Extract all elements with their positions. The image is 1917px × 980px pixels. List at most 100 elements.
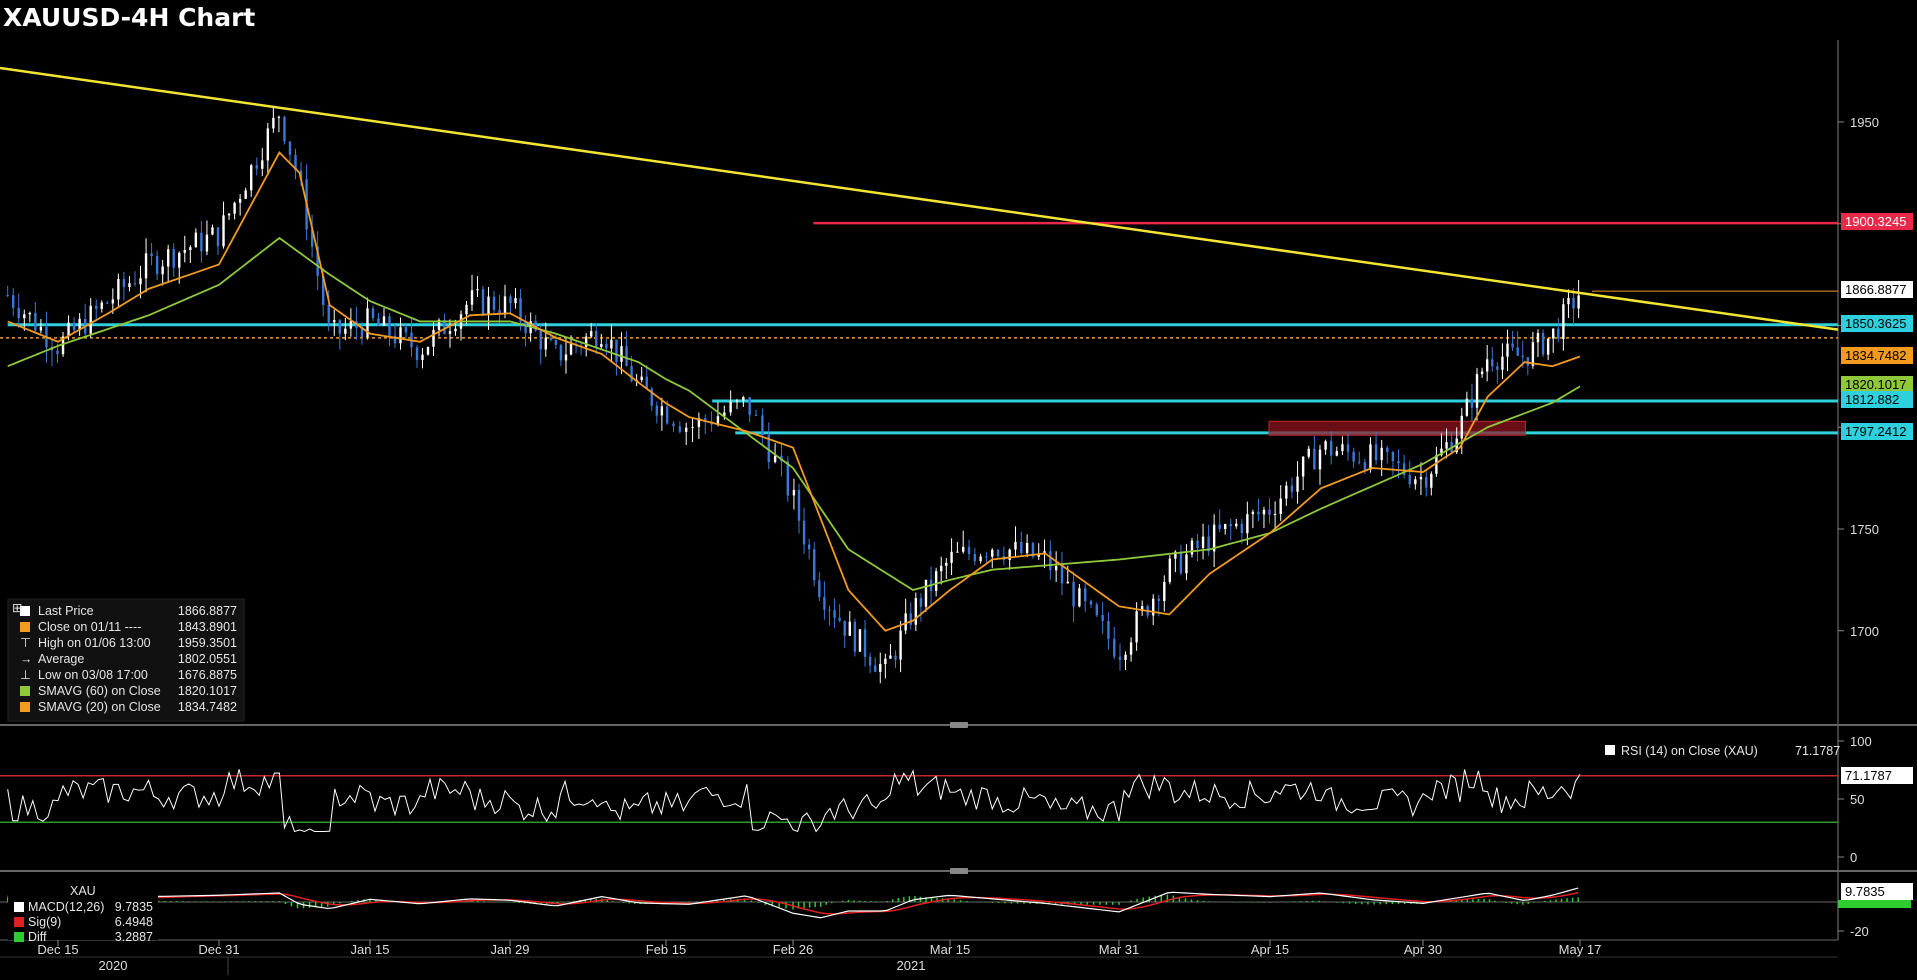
macd-value-tag xyxy=(1841,883,1913,900)
macd-legend-value: 3.2887 xyxy=(115,930,153,944)
candle-body xyxy=(534,321,537,331)
candle-body xyxy=(294,154,297,171)
candle-body xyxy=(139,278,142,285)
rsi-tick-label: 50 xyxy=(1850,792,1864,807)
x-tick-label: Mar 15 xyxy=(930,942,970,957)
candle-body xyxy=(742,396,745,401)
candle-body xyxy=(991,549,994,557)
candle-body xyxy=(1521,355,1524,358)
candle-body xyxy=(189,247,192,250)
candle-body xyxy=(1386,447,1389,453)
candle-body xyxy=(962,546,965,552)
candle-body xyxy=(1251,511,1255,515)
macd-tick-label: -20 xyxy=(1850,924,1869,939)
candle-body xyxy=(1101,615,1104,621)
candle-body xyxy=(660,406,664,416)
price-tag xyxy=(1841,347,1913,364)
candle-body xyxy=(492,296,496,310)
macd-panel: 9.7835 -20 XAU MACD(12,26) 9.7835 Sig(9) 6.494… xyxy=(0,876,1913,944)
panel-resize-handle[interactable] xyxy=(950,722,968,728)
candle-body xyxy=(283,116,286,142)
legend-label: Last Price xyxy=(38,604,94,618)
candle-body xyxy=(1440,448,1443,456)
candle-body xyxy=(813,549,816,581)
candle-body xyxy=(1060,566,1064,584)
candle-body xyxy=(1408,474,1411,485)
macd-legend-label: Diff xyxy=(28,930,47,944)
candle-body xyxy=(388,316,391,336)
legend-value: 1866.8877 xyxy=(178,604,237,618)
candle-body xyxy=(1445,442,1448,449)
candle-body xyxy=(470,290,474,305)
x-tick-label: Feb 15 xyxy=(646,942,686,957)
candle-body xyxy=(1435,455,1438,474)
candle-body xyxy=(1014,541,1017,550)
candle-body xyxy=(34,312,37,331)
y-tick-label: 1950 xyxy=(1850,115,1879,130)
candle-body xyxy=(605,343,608,349)
candle-body xyxy=(956,551,959,553)
candle-body xyxy=(72,322,76,331)
candle-body xyxy=(1536,332,1540,343)
candle-body xyxy=(650,388,653,406)
orange-square-icon xyxy=(20,622,30,632)
x-tick-label: Jan 29 xyxy=(490,942,529,957)
candle-body xyxy=(465,304,468,315)
price-tag-label: 1820.1017 xyxy=(1845,377,1906,392)
candle-body xyxy=(691,426,694,428)
candle-body xyxy=(767,435,770,463)
candle-body xyxy=(1546,338,1550,355)
candle-body xyxy=(133,283,137,285)
macd-legend-swatch xyxy=(14,917,24,927)
candle-body xyxy=(426,346,430,355)
candle-body xyxy=(610,339,613,349)
candle-body xyxy=(95,305,98,309)
candle-body xyxy=(853,621,857,652)
candle-body xyxy=(216,227,220,247)
y-tick-label: 1700 xyxy=(1850,624,1879,639)
candle-body xyxy=(1352,451,1355,462)
x-tick-label: May 17 xyxy=(1559,942,1602,957)
candle-body xyxy=(894,655,897,660)
candle-body xyxy=(1054,566,1058,571)
legend-box xyxy=(7,598,245,722)
candle-body xyxy=(67,322,70,337)
x-tick-label: Dec 15 xyxy=(37,942,78,957)
candle-body xyxy=(1207,536,1210,552)
candle-body xyxy=(754,414,758,416)
candle-body xyxy=(678,426,682,432)
low-marker-icon: ⊥ xyxy=(20,668,31,682)
year-label: 2021 xyxy=(897,958,926,973)
rsi-legend-value: 71.1787 xyxy=(1795,744,1840,758)
candle-body xyxy=(28,312,32,315)
legend-label: High on 01/06 13:00 xyxy=(38,636,151,650)
main-legend: Last Price 1866.8877 Close on 01/11 ---- 18… xyxy=(7,598,245,722)
orange-square-icon xyxy=(20,702,30,712)
candle-body xyxy=(1346,444,1350,452)
candle-body xyxy=(630,366,633,382)
candle-body xyxy=(327,305,330,323)
candle-body xyxy=(382,316,386,326)
candle-body xyxy=(487,296,490,315)
candle-body xyxy=(1066,581,1069,584)
candle-body xyxy=(1572,298,1575,309)
candle-body xyxy=(12,295,15,308)
candle-body xyxy=(1552,328,1555,339)
candle-body xyxy=(807,544,811,550)
candle-body xyxy=(1089,601,1093,605)
panel-resize-handle[interactable] xyxy=(950,868,968,874)
candle-body xyxy=(934,571,938,591)
candle-body xyxy=(481,289,485,315)
candle-body xyxy=(1229,524,1232,527)
candle-body xyxy=(1380,447,1383,461)
price-tag xyxy=(1841,315,1913,332)
candle-body xyxy=(321,275,325,306)
candle-body xyxy=(716,416,720,425)
legend-collapse-icon[interactable]: ⊞ xyxy=(12,601,22,615)
high-marker-icon: ⊤ xyxy=(20,636,31,650)
candle-body xyxy=(1485,359,1489,372)
rsi-legend-label: RSI (14) on Close (XAU) xyxy=(1621,744,1758,758)
legend-label: Low on 03/08 17:00 xyxy=(38,668,148,682)
candle-body xyxy=(1430,473,1433,488)
